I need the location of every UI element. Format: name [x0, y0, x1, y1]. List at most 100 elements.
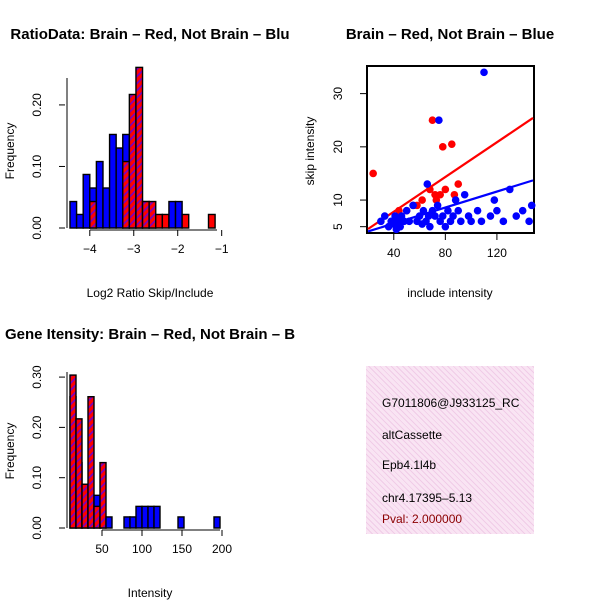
gene-intensity-y-label: Frequency [3, 423, 17, 480]
event-type: altCassette [382, 428, 443, 442]
scatter-point-not-brain [380, 212, 389, 220]
gene-intensity-histogram: Gene Itensity: Brain – Red, Not Brain – … [3, 326, 295, 600]
scatter-point-brain [436, 190, 444, 199]
ratio-bar-not-brain [95, 160, 104, 229]
scatter-point-not-brain [423, 180, 432, 188]
ratio-x-tick-label: −3 [127, 242, 141, 256]
scatter-x-tick-label: 80 [439, 246, 453, 260]
gene-intensity-bar-not-brain [177, 516, 185, 529]
ratio-bar-brain [207, 213, 216, 229]
gene-intensity-bar-brain [93, 505, 101, 529]
scatter-point-brain [441, 185, 450, 194]
gene-intensity-bar-brain [81, 483, 89, 529]
gene-intensity-bar-not-brain [141, 505, 149, 529]
scatter-point-not-brain [525, 217, 533, 226]
gene-intensity-x-tick-label: 200 [212, 542, 232, 556]
ratio-x-label: Log2 Ratio Skip/Include [87, 286, 214, 300]
scatter-point-not-brain [451, 196, 460, 204]
scatter-point-not-brain [441, 222, 450, 231]
scatter-point-not-brain [505, 185, 514, 194]
scatter-point-not-brain [435, 116, 443, 125]
scatter-x-tick-label: 40 [387, 246, 401, 260]
gene-name: Epb4.1l4b [382, 458, 437, 472]
gene-intensity-bar-not-brain [123, 516, 131, 529]
gene-intensity-bar-not-brain [129, 516, 137, 529]
ratio-bar-not-brain [102, 187, 111, 229]
ratio-y-tick-label: 0.10 [30, 154, 44, 178]
gene-intensity-y-tick-label: 0.00 [30, 516, 44, 540]
ratio-bar-brain [89, 200, 98, 229]
scatter-point-not-brain [426, 222, 434, 231]
ratio-y-tick-label: 0.00 [30, 216, 44, 240]
genomic-location: chr4.17395–5.13 [382, 491, 473, 505]
scatter-point-not-brain [415, 212, 424, 220]
ratio-bar-not-brain [115, 147, 124, 229]
scatter-point-not-brain [518, 206, 527, 215]
scatter-point-not-brain [467, 217, 475, 226]
scatter-point-brain [447, 140, 456, 148]
ratio-bar-not-brain [82, 173, 91, 229]
scatter-point-not-brain [402, 206, 411, 215]
scatter-x-tick-label: 120 [487, 246, 507, 260]
scatter-point-not-brain [438, 212, 447, 220]
scatter-point-not-brain [457, 217, 465, 226]
scatter-point-not-brain [449, 212, 457, 220]
ratio-bar-brain [181, 213, 190, 229]
gene-intensity-x-label: Intensity [128, 586, 173, 600]
gene-intensity-x-tick-label: 150 [172, 542, 192, 556]
scatter-title: Brain – Red, Not Brain – Blue [346, 26, 554, 43]
scatter-plot-frame [366, 65, 535, 234]
scatter-point-brain [438, 143, 447, 151]
gene-intensity-title: Gene Itensity: Brain – Red, Not Brain – … [5, 326, 295, 343]
event-info-panel: G7011806@J933125_RC altCassette Epb4.1l4… [366, 366, 534, 534]
scatter-point-brain [369, 169, 377, 178]
gene-intensity-bar-not-brain [135, 505, 143, 529]
gene-intensity-bar-not-brain [213, 516, 221, 529]
scatter-y-tick-label: 5 [331, 223, 345, 230]
ratio-bar-not-brain [168, 200, 177, 229]
gene-intensity-y-tick-label: 0.20 [30, 415, 44, 439]
scatter-point-not-brain [480, 68, 488, 77]
scatter-x-label: include intensity [407, 286, 492, 300]
scatter-point-not-brain [424, 212, 433, 220]
gene-intensity-y-tick-label: 0.10 [30, 466, 44, 490]
scatter-point-not-brain [490, 196, 499, 204]
gene-intensity-bar-brain [87, 396, 95, 529]
p-value: Pval: 2.000000 [382, 512, 463, 526]
scatter-point-not-brain [473, 206, 482, 215]
ratio-bar-brain [122, 160, 131, 229]
ratio-y-label: Frequency [3, 123, 17, 180]
ratio-x-tick-label: −4 [83, 242, 97, 256]
scatter-point-not-brain [527, 201, 536, 210]
ratio-bar-not-brain [75, 213, 84, 229]
scatter-point-not-brain [396, 222, 405, 231]
gene-intensity-bar-brain [99, 461, 107, 529]
gene-intensity-bar-brain [69, 374, 77, 529]
scatter-point-not-brain [419, 206, 428, 215]
gene-intensity-bar-not-brain [105, 516, 113, 529]
ratio-bar-not-brain [108, 133, 117, 229]
scatter-point-not-brain [477, 217, 486, 226]
scatter-point-not-brain [486, 212, 495, 220]
scatter-point-brain [454, 180, 463, 188]
scatter-y-tick-label: 10 [331, 193, 345, 207]
ratio-y-tick-label: 0.20 [30, 93, 44, 117]
scatter-point-not-brain [493, 206, 501, 215]
gene-intensity-x-tick-label: 50 [95, 542, 109, 556]
ratio-bar-brain [141, 200, 150, 229]
gene-intensity-bar-not-brain [147, 505, 155, 529]
ratio-bar-brain [128, 93, 137, 229]
ratio-bar-not-brain [174, 200, 183, 229]
gene-intensity-x-tick-label: 100 [132, 542, 152, 556]
scatter-y-tick-label: 20 [331, 140, 345, 154]
ratio-x-tick-label: −2 [171, 242, 185, 256]
intensity-scatter: Brain – Red, Not Brain – Blue 40 80 120 5 1… [303, 26, 554, 300]
scatter-y-tick-label: 30 [331, 87, 345, 101]
scatter-point-brain [418, 196, 426, 204]
ratio-x-tick-label: −1 [215, 242, 229, 256]
ratio-title: RatioData: Brain – Red, Not Brain – Blu [10, 26, 289, 43]
scatter-point-not-brain [431, 212, 439, 220]
ratio-bar-not-brain [69, 200, 78, 229]
gene-intensity-bar-brain [75, 418, 83, 529]
